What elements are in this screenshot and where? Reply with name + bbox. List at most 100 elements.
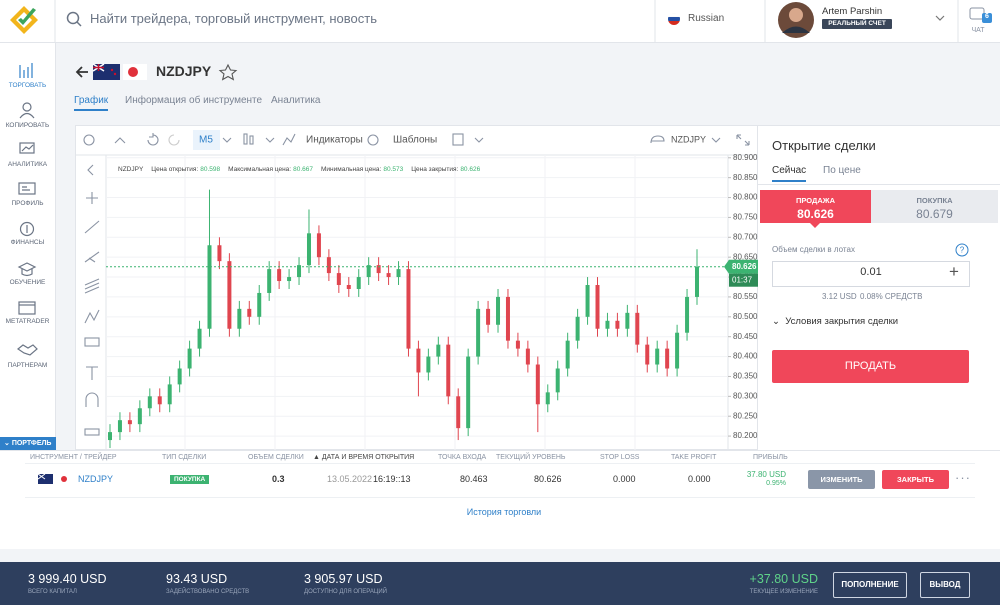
favorite[interactable] xyxy=(218,63,238,81)
edit-button-label: ИЗМЕНИТЬ xyxy=(820,475,863,484)
sell-price: 80.626 xyxy=(797,207,834,221)
nav-item[interactable]: METATRADER xyxy=(5,318,50,325)
candle-body xyxy=(247,308,252,317)
interval[interactable]: M5 xyxy=(199,135,213,146)
nav-item[interactable]: ТОРГОВАТЬ xyxy=(8,82,47,89)
toolbar-icons xyxy=(83,133,750,436)
candle-body xyxy=(585,285,590,317)
portfolio-toggle-bg xyxy=(0,437,56,450)
close-button[interactable]: ЗАКРЫТЬ xyxy=(882,470,949,489)
language-select[interactable]: Russian xyxy=(688,13,725,24)
candle-body xyxy=(287,277,292,282)
candle-body xyxy=(346,285,351,289)
more-menu[interactable]: ··· xyxy=(955,470,971,485)
candle-body xyxy=(675,332,680,369)
candle-body xyxy=(496,296,501,325)
sell-tile[interactable]: ПРОДАЖА 80.626 xyxy=(760,190,871,223)
volume-increment[interactable]: + xyxy=(949,262,959,281)
candle-body xyxy=(257,292,262,317)
candle-body xyxy=(356,277,361,289)
candle-body xyxy=(108,432,112,441)
vertical-grid xyxy=(184,155,636,450)
back-arrow[interactable] xyxy=(75,66,88,78)
y-tick-label: 80.450 xyxy=(733,332,758,341)
candle-body xyxy=(456,396,461,429)
nav-item[interactable]: ПРОФИЛЬ xyxy=(11,200,44,207)
close-button-label: ЗАКРЫТЬ xyxy=(896,475,934,484)
column-header: ТИП СДЕЛКИ xyxy=(162,454,207,461)
nav-item[interactable]: ФИНАНСЫ xyxy=(10,239,45,246)
trade-tab[interactable]: Сейчас xyxy=(772,165,807,182)
chart-legend: NZDJPY Цена открытия: 80.598 Максимальная ц… xyxy=(118,166,481,173)
position-profit: 37.80 USD xyxy=(746,470,786,479)
instrument-symbol: NZDJPY xyxy=(156,63,212,79)
nav-item[interactable]: КОПИРОВАТЬ xyxy=(5,122,50,129)
column-header[interactable]: ▲ ДАТА И ВРЕМЯ ОТКРЫТИЯ xyxy=(313,454,415,461)
candle-body xyxy=(555,368,560,393)
position-instrument[interactable]: NZDJPY xyxy=(78,474,114,484)
change-label: ТЕКУЩЕЕ ИЗМЕНЕНИЕ xyxy=(749,589,818,595)
candle-body xyxy=(426,356,431,373)
stat-value: 3 999.40 USD xyxy=(28,572,107,586)
candle-body xyxy=(505,296,510,341)
history-link[interactable]: История торговли xyxy=(466,507,542,517)
candle-body xyxy=(127,420,132,425)
legend-value: 80.598 xyxy=(200,166,220,173)
candle-body xyxy=(466,356,471,429)
sell-button-label: ПРОДАТЬ xyxy=(844,360,897,372)
trade-title: Открытие сделки xyxy=(772,138,876,153)
volume-input[interactable] xyxy=(772,261,970,287)
last-price-marker xyxy=(724,259,758,274)
indicators-button[interactable]: Индикаторы xyxy=(306,135,363,146)
trade-tab[interactable]: По цене xyxy=(823,165,861,176)
candle-body xyxy=(227,261,232,329)
symbol-select[interactable]: NZDJPY xyxy=(671,134,706,144)
candle-body xyxy=(535,364,540,405)
instrument-icons xyxy=(75,63,238,81)
position-volume: 0.3 xyxy=(272,474,285,484)
nav-item[interactable]: ПАРТНЕРАМ xyxy=(7,362,48,369)
templates-button[interactable]: Шаблоны xyxy=(393,134,437,146)
chat-count: 6 xyxy=(985,13,989,20)
deposit-button[interactable]: ПОПОЛНЕНИЕ xyxy=(833,572,907,598)
candle-body xyxy=(575,316,580,341)
sell-button[interactable]: ПРОДАТЬ xyxy=(772,350,969,383)
close-conditions[interactable]: ⌄ Условия закрытия сделки xyxy=(772,316,899,327)
candle-body xyxy=(157,396,162,405)
column-header: ПРИБЫЛЬ xyxy=(753,454,788,461)
trade-panel xyxy=(758,125,1000,451)
buy-tile[interactable]: ПОКУПКА 80.679 xyxy=(871,190,998,223)
candle-body xyxy=(137,408,142,425)
edit-button[interactable]: ИЗМЕНИТЬ xyxy=(808,470,875,489)
chat-label[interactable]: ЧАТ xyxy=(971,27,985,34)
candle-body xyxy=(416,348,421,373)
y-tick-label: 80.550 xyxy=(733,292,758,301)
tab[interactable]: Аналитика xyxy=(271,95,321,106)
candle-body xyxy=(207,245,212,329)
position-flags xyxy=(38,474,67,484)
portfolio-toggle-label: ПОРТФЕЛЬ xyxy=(11,440,52,447)
y-tick-label: 80.250 xyxy=(733,411,758,420)
candle-body xyxy=(515,340,520,349)
y-tick-label: 80.700 xyxy=(733,232,758,241)
nav-item[interactable]: ОБУЧЕНИЕ xyxy=(9,279,46,286)
nav-item[interactable]: АНАЛИТИКА xyxy=(7,161,48,168)
candle-body xyxy=(336,273,341,286)
flag-ru xyxy=(668,13,680,25)
candle-body xyxy=(595,285,600,329)
sell-label: ПРОДАЖА xyxy=(796,196,835,205)
tab[interactable]: Информация об инструменте xyxy=(125,95,263,106)
tab[interactable]: График xyxy=(74,95,109,111)
candle-body xyxy=(386,273,391,278)
candle-body xyxy=(635,312,640,345)
candle-body xyxy=(167,384,172,405)
candle-body xyxy=(665,348,670,369)
portfolio-toggle[interactable]: ⌄ ПОРТФЕЛЬ xyxy=(4,440,52,447)
candle-body xyxy=(187,348,192,369)
position-time: 16:19::13 xyxy=(373,474,411,484)
search-input[interactable]: Найти трейдера, торговый инструмент, нов… xyxy=(90,11,378,26)
buy-label: ПОКУПКА xyxy=(916,196,953,205)
flag-jp xyxy=(128,67,138,77)
withdraw-button[interactable]: ВЫВОД xyxy=(920,572,970,598)
column-header: TAKE PROFIT xyxy=(671,454,717,461)
